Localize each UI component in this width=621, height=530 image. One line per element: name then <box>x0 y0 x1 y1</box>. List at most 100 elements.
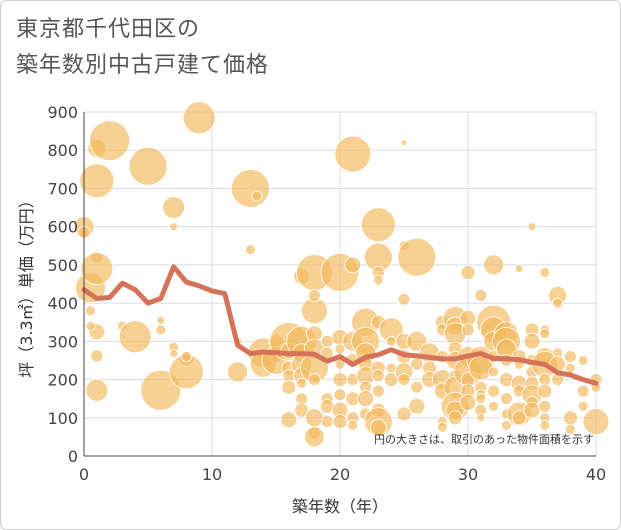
bubble-point <box>371 384 385 398</box>
bubble-point <box>514 264 524 274</box>
bubble-point <box>563 410 578 426</box>
bubble-point <box>539 267 551 278</box>
bubble-point <box>523 401 541 419</box>
bubble-point <box>372 274 384 286</box>
x-tick-label: 20 <box>330 465 350 484</box>
bubble-point <box>307 373 321 386</box>
bubble-point <box>511 410 527 426</box>
bubble-point <box>169 349 179 358</box>
bubble-point <box>523 332 541 350</box>
y-tick-label: 300 <box>47 332 78 351</box>
bubble-point <box>483 254 505 276</box>
bubble-point <box>475 393 487 405</box>
bubble-point <box>499 392 513 406</box>
y-tick-label: 500 <box>47 256 78 275</box>
bubble-point <box>180 351 192 363</box>
bubble-point <box>385 335 397 347</box>
y-tick-labels: 0 100 200 300 400 500 600 700 800 900 <box>47 103 78 466</box>
bubble-point <box>140 369 182 411</box>
bubble-point <box>582 408 610 436</box>
bubble-point <box>334 135 372 173</box>
x-tick-label: 40 <box>586 465 606 484</box>
bubble-point <box>537 383 553 399</box>
chart-title-line-1: 東京都千代田区の <box>16 17 201 42</box>
bubble-point <box>447 410 463 426</box>
bubble-point <box>577 400 589 412</box>
bubble-point <box>408 397 426 415</box>
y-tick-label: 600 <box>47 218 78 237</box>
bubble-point <box>397 373 411 386</box>
bubble-point <box>459 394 477 411</box>
y-tick-label: 0 <box>68 447 78 466</box>
bubble-point <box>320 415 334 429</box>
bubble-point <box>128 146 168 186</box>
bubble-point <box>280 411 298 429</box>
y-tick-label: 700 <box>47 179 78 198</box>
bubble-point <box>162 196 186 219</box>
x-axis-title: 築年数（年） <box>292 497 388 516</box>
bubble-point <box>539 420 551 431</box>
x-tick-labels: 0 10 20 30 40 <box>79 465 606 484</box>
bubble-point <box>227 361 249 383</box>
bubble-point <box>396 406 412 422</box>
bubble-point <box>182 101 216 135</box>
bubble-point <box>360 207 396 243</box>
bubble-point <box>332 414 348 430</box>
bubble-point <box>474 289 488 302</box>
x-tick-label: 30 <box>458 465 478 484</box>
bubble-point <box>320 334 334 348</box>
average-line-layer <box>81 264 599 386</box>
bubble-point <box>400 139 408 146</box>
y-tick-label: 400 <box>47 294 78 313</box>
bubble-point <box>488 366 500 378</box>
y-tick-label: 100 <box>47 409 78 428</box>
bubble-point <box>296 377 308 389</box>
chart-title-line-2: 築年数別中古戸建て価格 <box>16 53 270 78</box>
bubble-point <box>230 169 270 208</box>
bubble-point <box>410 357 424 371</box>
bubble-point <box>344 256 362 274</box>
bubble-point <box>89 120 130 162</box>
bubble-point <box>564 350 577 364</box>
bubble-point <box>576 384 590 398</box>
bubble-point <box>410 380 424 394</box>
bubble-point <box>460 265 476 280</box>
bubble-point <box>397 292 411 306</box>
x-tick-label: 0 <box>79 465 89 484</box>
bubble-point <box>476 413 486 423</box>
bubble-point <box>303 426 325 448</box>
bubble-point <box>397 237 437 277</box>
bubble-point <box>538 399 552 413</box>
bubble-point <box>307 289 321 302</box>
bubble-point <box>85 305 96 317</box>
bubble-point <box>90 349 104 363</box>
bubble-point <box>169 222 179 232</box>
bubble-point <box>79 163 115 199</box>
bubble-point <box>487 384 501 398</box>
bubble-size-note: 円の大きさは、取引のあった物件面積を示す <box>374 432 594 446</box>
bubble-point <box>369 418 387 436</box>
chart-title: 東京都千代田区の 築年数別中古戸建て価格 <box>16 12 269 84</box>
axis-lines <box>83 112 596 457</box>
bubble-point <box>334 343 346 355</box>
bubble-point <box>552 297 563 309</box>
bubble-layer <box>73 101 610 448</box>
bubble-point <box>118 320 152 354</box>
y-tick-label: 800 <box>47 141 78 160</box>
bubble-point <box>244 244 256 256</box>
y-tick-label: 900 <box>47 103 78 122</box>
bubble-point <box>357 390 375 408</box>
bubble-point <box>488 400 500 412</box>
bubble-point <box>332 372 348 387</box>
bubble-point <box>347 420 359 431</box>
bubble-point <box>85 321 96 331</box>
bubble-point <box>333 388 347 402</box>
bubble-point <box>251 190 263 202</box>
bubble-point <box>304 408 324 428</box>
bubble-point <box>155 324 167 336</box>
bubble-point <box>281 379 297 395</box>
bubble-point <box>85 378 109 402</box>
y-tick-label: 200 <box>47 371 78 390</box>
y-axis-title: 坪（3.3㎡）単価（万円） <box>17 192 36 377</box>
